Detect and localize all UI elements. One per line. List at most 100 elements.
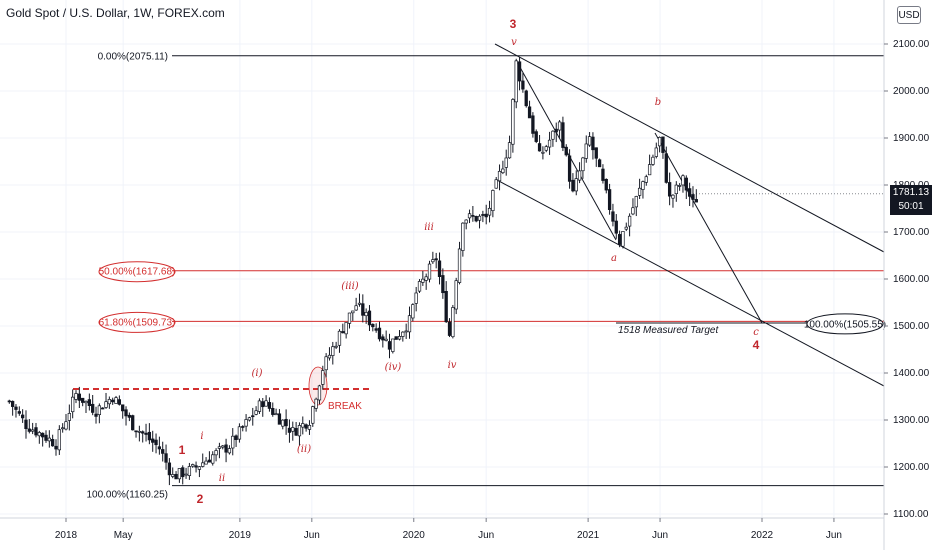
candle-body xyxy=(551,130,555,140)
candle-body xyxy=(631,207,635,215)
candle-body xyxy=(127,414,132,418)
candle-body xyxy=(427,263,432,280)
candle-body xyxy=(391,338,395,352)
candle-body xyxy=(694,199,698,203)
candle-body xyxy=(497,170,502,182)
candle-body xyxy=(434,258,438,261)
wave-label-iv: iv xyxy=(448,360,457,371)
candle-body xyxy=(34,427,38,436)
candle-body xyxy=(351,310,355,314)
candle-body xyxy=(654,147,658,157)
candle-body xyxy=(517,61,522,82)
candle-body xyxy=(554,128,558,133)
candle-body xyxy=(254,410,258,415)
wave-label-iii: iii xyxy=(424,222,434,233)
candle-body xyxy=(47,437,51,442)
candle-body xyxy=(337,330,342,346)
candle-body xyxy=(301,423,305,428)
candle-body xyxy=(251,415,255,418)
candle-body xyxy=(131,415,135,431)
candle-body xyxy=(261,401,265,408)
break-annotation: BREAK xyxy=(328,401,362,412)
x-tick-label: Jun xyxy=(478,530,494,541)
candle-body xyxy=(601,168,605,181)
candle-body xyxy=(241,426,245,428)
candle-body xyxy=(657,137,662,147)
candle-body xyxy=(94,413,98,417)
y-tick-label: 2000.00 xyxy=(893,86,930,97)
wave-label-minor-ii: (ii) xyxy=(297,444,311,455)
candle-body xyxy=(504,157,508,168)
candle-body xyxy=(687,188,692,197)
candle-body xyxy=(424,276,428,281)
candle-body xyxy=(234,435,238,440)
candle-body xyxy=(294,428,298,436)
candle-body xyxy=(237,426,242,440)
candle-body xyxy=(641,181,645,190)
candle-body xyxy=(441,275,445,294)
candle-body xyxy=(331,346,335,356)
candle-body xyxy=(281,419,285,427)
candle-body xyxy=(124,409,128,417)
y-tick-label: 1100.00 xyxy=(893,509,929,520)
candle-body xyxy=(651,156,655,165)
candle-body xyxy=(41,432,45,438)
candle-body xyxy=(387,341,392,350)
candle-body xyxy=(104,401,108,408)
candle-body xyxy=(277,413,282,425)
candle-body xyxy=(20,414,25,419)
candle-body xyxy=(357,302,362,305)
candle-body xyxy=(264,400,268,407)
candle-body xyxy=(181,467,185,478)
candle-body xyxy=(581,157,585,172)
wave-label-ii: ii xyxy=(219,473,225,484)
candle-body xyxy=(397,336,402,340)
candle-body xyxy=(274,413,278,416)
candle-body xyxy=(334,345,338,348)
x-tick-label: May xyxy=(114,530,133,541)
candle-body xyxy=(327,354,332,359)
candle-body xyxy=(371,323,375,328)
candle-body xyxy=(367,310,372,326)
wave-label-i: i xyxy=(200,431,203,442)
candle-body xyxy=(681,175,685,186)
candle-body xyxy=(71,396,75,413)
candle-body xyxy=(467,213,472,219)
candle-body xyxy=(661,136,665,153)
candle-body xyxy=(567,155,572,182)
candle-body xyxy=(157,446,162,450)
candle-body xyxy=(204,460,208,465)
candle-body xyxy=(51,439,55,447)
candle-body xyxy=(87,399,91,407)
fib-label-0: 0.00%(2075.11) xyxy=(98,52,168,63)
candle-body xyxy=(674,184,678,195)
candle-body xyxy=(27,428,31,432)
y-tick-label: 1700.00 xyxy=(893,227,930,238)
candle-body xyxy=(207,459,212,463)
candle-body xyxy=(574,178,578,192)
candle-body xyxy=(377,327,382,340)
candle-body xyxy=(564,146,568,156)
channel-upper-line xyxy=(494,43,885,253)
fib-label-ellipse xyxy=(98,311,176,333)
candle-body xyxy=(621,231,625,247)
candle-body xyxy=(494,179,498,189)
trendline-c-leg xyxy=(654,132,763,324)
candle-body xyxy=(231,435,235,449)
candle-body xyxy=(594,147,598,159)
candle-body xyxy=(411,304,415,319)
candle-body xyxy=(324,356,328,371)
currency-button[interactable]: USD xyxy=(897,6,921,24)
candle-body xyxy=(547,139,552,148)
candle-body xyxy=(144,432,148,435)
candle-body xyxy=(311,406,315,424)
candle-body xyxy=(177,468,182,480)
candle-body xyxy=(101,407,105,410)
wave-label-4: 4 xyxy=(753,338,760,352)
candle-body xyxy=(561,122,565,148)
candle-body xyxy=(161,449,165,454)
candle-body xyxy=(544,146,548,151)
candle-body xyxy=(64,421,68,430)
candle-body xyxy=(341,331,345,334)
